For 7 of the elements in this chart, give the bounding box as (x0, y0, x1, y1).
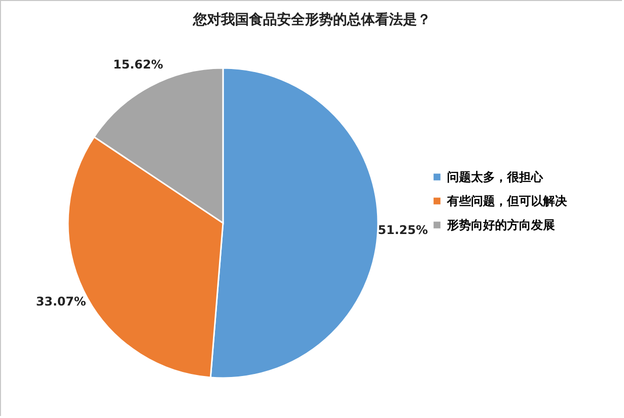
legend-label: 问题太多，很担心 (447, 170, 544, 184)
data-label: 15.62% (113, 57, 164, 72)
legend-label: 形势向好的方向发展 (446, 218, 555, 232)
legend-label: 有些问题，但可以解决 (446, 194, 568, 208)
data-label: 51.25% (378, 223, 428, 238)
chart-title: 您对我国食品安全形势的总体看法是？ (192, 11, 431, 28)
data-label: 33.07% (36, 294, 86, 308)
